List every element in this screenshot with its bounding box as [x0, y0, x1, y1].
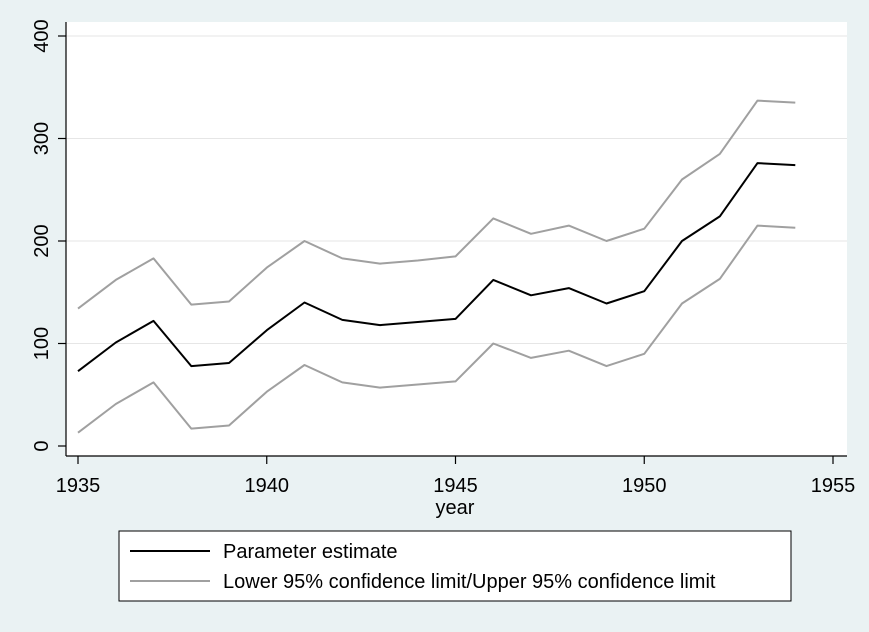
- x-tick-label-1940: 1940: [245, 475, 290, 497]
- series-line-parameter-estimate: [77, 162, 796, 372]
- legend: Parameter estimate Lower 95% confidence …: [118, 530, 792, 602]
- legend-label-limits: Lower 95% confidence limit/Upper 95% con…: [223, 571, 716, 593]
- series-line-upper-95-confidence-limit: [77, 99, 796, 310]
- grid-lines: [66, 35, 847, 344]
- legend-label-estimate: Parameter estimate: [223, 541, 398, 563]
- y-tick-label-0: 0: [31, 440, 53, 451]
- y-tick-label-100: 100: [31, 327, 53, 360]
- tick-marks: [58, 35, 834, 464]
- x-tick-label-1955: 1955: [811, 475, 856, 497]
- legend-box: [118, 530, 792, 602]
- x-tick-label-1935: 1935: [56, 475, 101, 497]
- series-line-lower-95-confidence-limit: [77, 224, 796, 434]
- series-lines: [77, 99, 796, 434]
- plot-area: [66, 22, 847, 456]
- x-tick-label-1950: 1950: [622, 475, 667, 497]
- tick-labels: 0 100 200 300 400 1935 1940 1945 1950 1955: [31, 19, 855, 497]
- x-tick-label-1945: 1945: [433, 475, 478, 497]
- y-tick-label-200: 200: [31, 224, 53, 257]
- y-tick-label-300: 300: [31, 122, 53, 155]
- x-axis-title: year: [436, 497, 475, 519]
- axes: [65, 22, 847, 457]
- y-tick-label-400: 400: [31, 19, 53, 52]
